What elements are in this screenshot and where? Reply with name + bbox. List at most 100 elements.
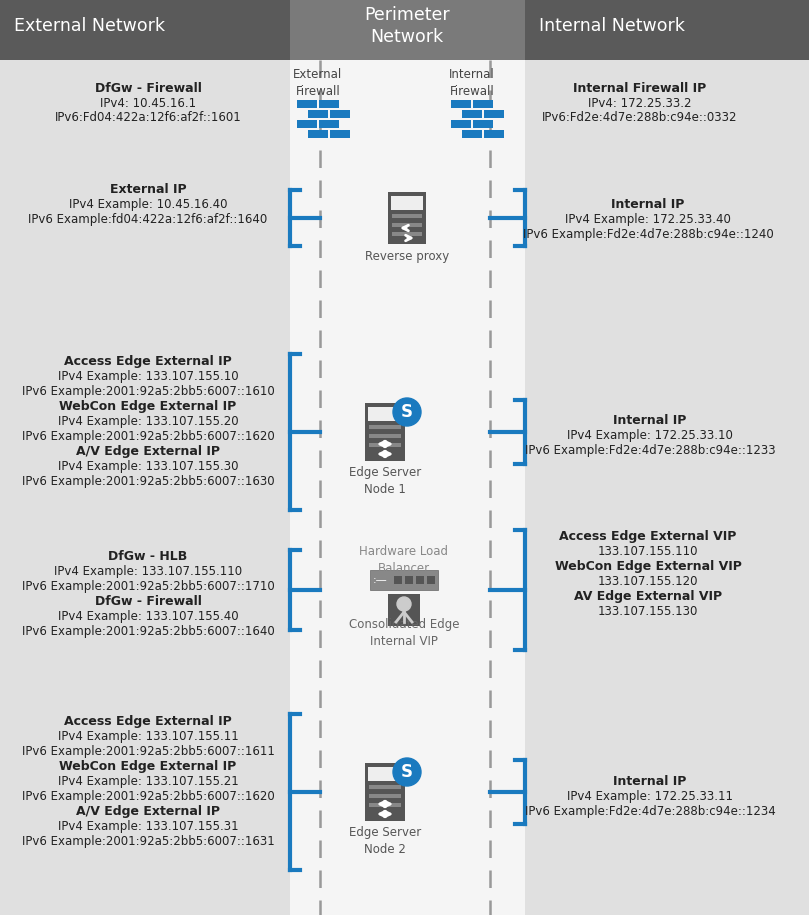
FancyBboxPatch shape <box>297 100 317 108</box>
Text: Hardware Load
Balancer: Hardware Load Balancer <box>359 545 448 575</box>
FancyBboxPatch shape <box>368 407 402 421</box>
FancyBboxPatch shape <box>297 120 317 128</box>
FancyBboxPatch shape <box>388 192 426 244</box>
Text: IPv4 Example: 133.107.155.110: IPv4 Example: 133.107.155.110 <box>54 565 242 578</box>
Text: A/V Edge External IP: A/V Edge External IP <box>76 445 220 458</box>
Text: Consolidated Edge
Internal VIP: Consolidated Edge Internal VIP <box>349 618 460 648</box>
Text: IPv4 Example: 133.107.155.31: IPv4 Example: 133.107.155.31 <box>57 820 239 833</box>
Text: IPv4 Example: 133.107.155.10: IPv4 Example: 133.107.155.10 <box>57 370 239 383</box>
Text: External Network: External Network <box>14 17 165 35</box>
FancyBboxPatch shape <box>330 130 350 138</box>
Text: Internal
Firewall: Internal Firewall <box>449 68 495 98</box>
Text: IPv6 Example:Fd2e:4d7e:288b:c94e::1234: IPv6 Example:Fd2e:4d7e:288b:c94e::1234 <box>524 805 775 818</box>
Text: IPv4 Example: 10.45.16.40: IPv4 Example: 10.45.16.40 <box>69 198 227 211</box>
FancyBboxPatch shape <box>462 130 482 138</box>
FancyBboxPatch shape <box>462 110 482 118</box>
Text: IPv4: 10.45.16.1: IPv4: 10.45.16.1 <box>100 97 196 110</box>
Text: IPv4 Example: 133.107.155.11: IPv4 Example: 133.107.155.11 <box>57 730 239 743</box>
FancyBboxPatch shape <box>451 100 471 108</box>
FancyBboxPatch shape <box>319 120 339 128</box>
Text: AV Edge External VIP: AV Edge External VIP <box>574 590 722 603</box>
FancyBboxPatch shape <box>365 763 405 821</box>
Text: IPv4 Example: 133.107.155.21: IPv4 Example: 133.107.155.21 <box>57 775 239 788</box>
FancyBboxPatch shape <box>416 576 424 584</box>
FancyBboxPatch shape <box>392 214 422 218</box>
FancyBboxPatch shape <box>525 0 809 60</box>
Text: WebCon Edge External VIP: WebCon Edge External VIP <box>554 560 741 573</box>
FancyBboxPatch shape <box>473 120 493 128</box>
Text: Internal IP: Internal IP <box>613 775 687 788</box>
FancyBboxPatch shape <box>365 403 405 461</box>
Text: 133.107.155.120: 133.107.155.120 <box>598 575 698 588</box>
FancyBboxPatch shape <box>319 100 339 108</box>
Text: IPv6 Example:Fd2e:4d7e:288b:c94e::1240: IPv6 Example:Fd2e:4d7e:288b:c94e::1240 <box>523 228 773 241</box>
Circle shape <box>397 597 411 611</box>
FancyBboxPatch shape <box>392 232 422 236</box>
Text: External IP: External IP <box>110 183 186 196</box>
Text: DfGw - Firewall: DfGw - Firewall <box>95 82 201 95</box>
Text: IPv6:Fd2e:4d7e:288b:c94e::0332: IPv6:Fd2e:4d7e:288b:c94e::0332 <box>542 111 738 124</box>
Text: IPv6 Example:2001:92a5:2bb5:6007::1620: IPv6 Example:2001:92a5:2bb5:6007::1620 <box>22 430 274 443</box>
FancyBboxPatch shape <box>369 434 401 438</box>
Text: Access Edge External VIP: Access Edge External VIP <box>559 530 737 543</box>
Text: IPv6 Example:fd04:422a:12f6:af2f::1640: IPv6 Example:fd04:422a:12f6:af2f::1640 <box>28 213 268 226</box>
FancyBboxPatch shape <box>392 223 422 227</box>
Text: Internal IP: Internal IP <box>613 414 687 427</box>
Text: IPv4 Example: 133.107.155.40: IPv4 Example: 133.107.155.40 <box>57 610 239 623</box>
FancyBboxPatch shape <box>405 576 413 584</box>
Text: Perimeter
Network: Perimeter Network <box>364 6 450 46</box>
Text: IPv6 Example:2001:92a5:2bb5:6007::1640: IPv6 Example:2001:92a5:2bb5:6007::1640 <box>22 625 274 638</box>
Text: 133.107.155.110: 133.107.155.110 <box>598 545 698 558</box>
FancyBboxPatch shape <box>427 576 435 584</box>
Text: Internal IP: Internal IP <box>612 198 684 211</box>
Text: Access Edge External IP: Access Edge External IP <box>64 715 232 728</box>
Text: IPv6 Example:2001:92a5:2bb5:6007::1630: IPv6 Example:2001:92a5:2bb5:6007::1630 <box>22 475 274 488</box>
Text: DfGw - Firewall: DfGw - Firewall <box>95 595 201 608</box>
FancyBboxPatch shape <box>369 785 401 789</box>
FancyBboxPatch shape <box>473 100 493 108</box>
Text: IPv6 Example:2001:92a5:2bb5:6007::1631: IPv6 Example:2001:92a5:2bb5:6007::1631 <box>22 835 274 848</box>
FancyBboxPatch shape <box>290 60 525 915</box>
Text: IPv4 Example: 133.107.155.20: IPv4 Example: 133.107.155.20 <box>57 415 239 428</box>
FancyBboxPatch shape <box>370 570 438 590</box>
FancyBboxPatch shape <box>391 196 423 210</box>
Text: IPv6 Example:2001:92a5:2bb5:6007::1610: IPv6 Example:2001:92a5:2bb5:6007::1610 <box>22 385 274 398</box>
FancyBboxPatch shape <box>484 110 504 118</box>
Text: WebCon Edge External IP: WebCon Edge External IP <box>59 400 236 413</box>
Text: S: S <box>401 403 413 421</box>
Text: External
Firewall: External Firewall <box>294 68 343 98</box>
Text: IPv6 Example:2001:92a5:2bb5:6007::1620: IPv6 Example:2001:92a5:2bb5:6007::1620 <box>22 790 274 803</box>
Text: Internal Firewall IP: Internal Firewall IP <box>574 82 706 95</box>
Text: IPv4 Example: 172.25.33.11: IPv4 Example: 172.25.33.11 <box>567 790 733 803</box>
Text: :—: :— <box>373 575 388 585</box>
Text: Internal Network: Internal Network <box>539 17 685 35</box>
Circle shape <box>393 758 421 786</box>
FancyBboxPatch shape <box>368 767 402 781</box>
Text: 133.107.155.130: 133.107.155.130 <box>598 605 698 618</box>
Text: IPv6:Fd04:422a:12f6:af2f::1601: IPv6:Fd04:422a:12f6:af2f::1601 <box>55 111 241 124</box>
Circle shape <box>393 398 421 426</box>
FancyBboxPatch shape <box>369 803 401 807</box>
FancyBboxPatch shape <box>388 594 420 626</box>
Text: IPv6 Example:Fd2e:4d7e:288b:c94e::1233: IPv6 Example:Fd2e:4d7e:288b:c94e::1233 <box>525 444 775 457</box>
Text: IPv4 Example: 172.25.33.10: IPv4 Example: 172.25.33.10 <box>567 429 733 442</box>
FancyBboxPatch shape <box>290 0 525 60</box>
FancyBboxPatch shape <box>308 130 328 138</box>
FancyBboxPatch shape <box>369 443 401 447</box>
Text: IPv4: 172.25.33.2: IPv4: 172.25.33.2 <box>588 97 692 110</box>
FancyBboxPatch shape <box>308 110 328 118</box>
Text: Access Edge External IP: Access Edge External IP <box>64 355 232 368</box>
Text: IPv6 Example:2001:92a5:2bb5:6007::1710: IPv6 Example:2001:92a5:2bb5:6007::1710 <box>22 580 274 593</box>
Text: Edge Server
Node 2: Edge Server Node 2 <box>349 826 421 856</box>
FancyBboxPatch shape <box>330 110 350 118</box>
Text: IPv6 Example:2001:92a5:2bb5:6007::1611: IPv6 Example:2001:92a5:2bb5:6007::1611 <box>22 745 274 758</box>
FancyBboxPatch shape <box>369 425 401 429</box>
Text: A/V Edge External IP: A/V Edge External IP <box>76 805 220 818</box>
Text: Edge Server
Node 1: Edge Server Node 1 <box>349 466 421 496</box>
FancyBboxPatch shape <box>451 120 471 128</box>
FancyBboxPatch shape <box>394 576 402 584</box>
Text: Reverse proxy: Reverse proxy <box>365 250 449 263</box>
Text: S: S <box>401 763 413 781</box>
Text: WebCon Edge External IP: WebCon Edge External IP <box>59 760 236 773</box>
FancyBboxPatch shape <box>369 794 401 798</box>
